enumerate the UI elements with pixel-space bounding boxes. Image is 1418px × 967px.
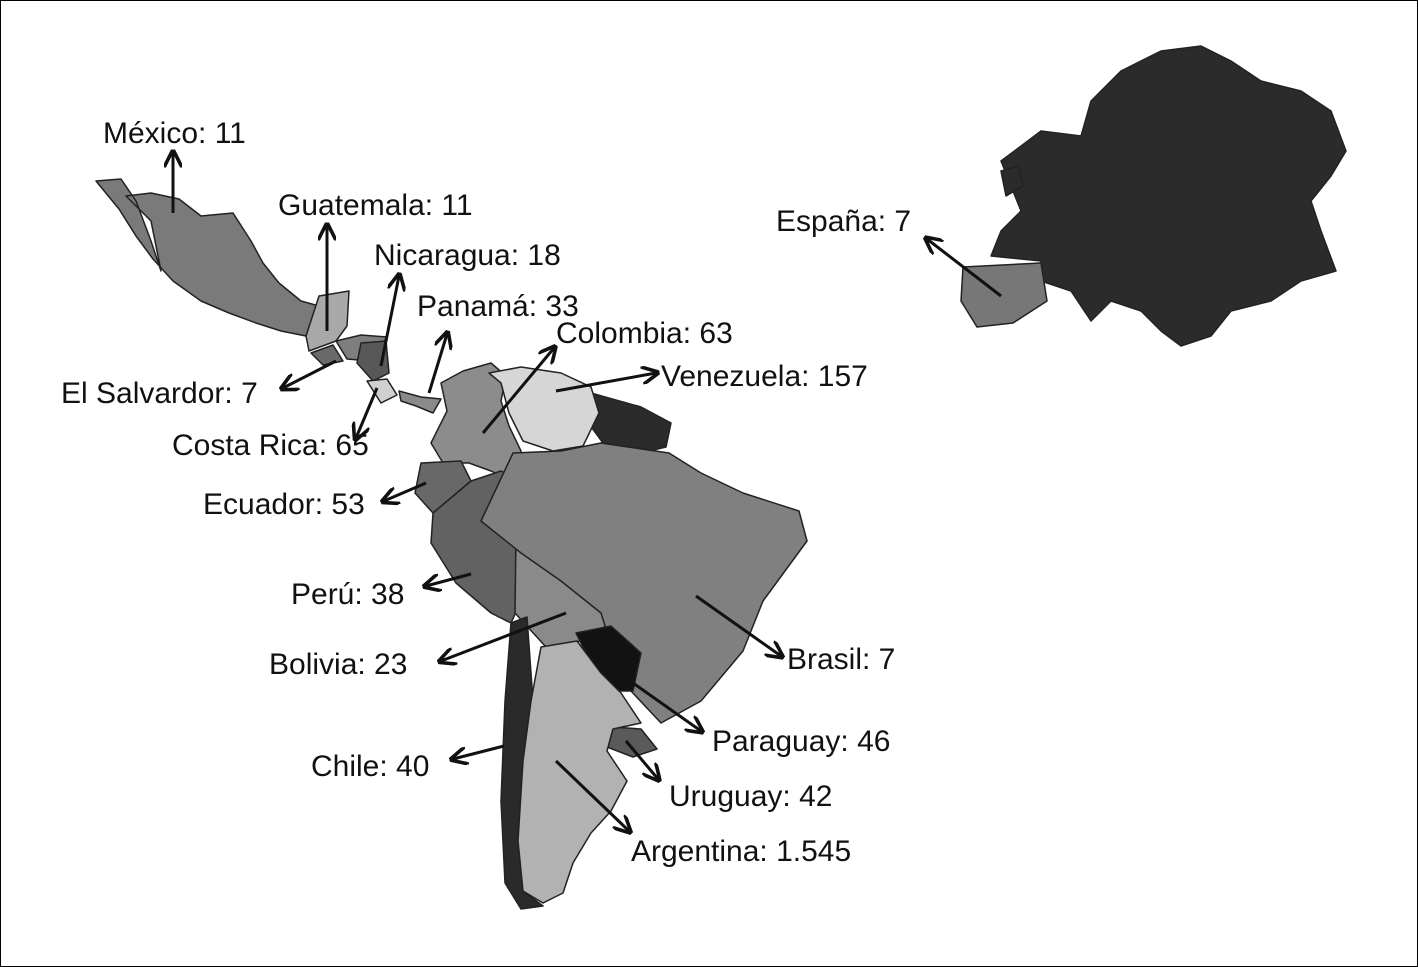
panama-region (398, 390, 442, 414)
nicaragua-label: Nicaragua: 18 (374, 239, 561, 272)
uruguay-region (606, 726, 658, 758)
chile-arrow (453, 744, 505, 759)
paraguay-arrow (615, 669, 701, 731)
brasil-region (480, 442, 808, 724)
uruguay-arrow (624, 740, 658, 779)
uruguay-label: Uruguay: 42 (669, 780, 832, 813)
peru-label: Perú: 38 (291, 578, 404, 611)
espana-region (960, 262, 1048, 328)
peru-arrow (426, 572, 472, 586)
el-salvador-arrow (283, 359, 337, 388)
argentina-region (517, 640, 642, 904)
costa-rica-region (366, 378, 398, 404)
bolivia-arrow (441, 611, 567, 661)
venezuela-label: Venezuela: 157 (661, 360, 868, 393)
panama-arrow (427, 334, 447, 394)
mexico-region (95, 178, 320, 337)
espana-arrow (927, 239, 1002, 298)
nicaragua-arrow (379, 276, 399, 367)
brasil-label: Brasil: 7 (787, 643, 895, 676)
mexico-label: México: 11 (103, 117, 246, 150)
colombia-label: Colombia: 63 (556, 317, 733, 350)
costa-rica-label: Costa Rica: 65 (172, 429, 369, 462)
argentina-arrow (554, 759, 629, 831)
nicaragua-region (356, 340, 390, 382)
guatemala-label: Guatemala: 11 (278, 189, 473, 222)
colombia-arrow (481, 348, 554, 434)
espana-label: España: 7 (776, 205, 911, 238)
ecuador-arrow (384, 481, 427, 501)
paraguay-label: Paraguay: 46 (712, 725, 890, 758)
el-salvador-label: El Salvardor: 7 (61, 377, 258, 410)
bolivia-label: Bolivia: 23 (269, 648, 407, 681)
panama-label: Panamá: 33 (417, 290, 579, 323)
ecuador-label: Ecuador: 53 (203, 488, 365, 521)
argentina-label: Argentina: 1.545 (631, 835, 851, 868)
venezuela-arrow (555, 373, 656, 393)
chile-label: Chile: 40 (311, 750, 429, 783)
chile-region (500, 616, 544, 910)
ireland-landmass (1000, 165, 1024, 197)
costa-rica-arrow (356, 387, 379, 438)
brasil-arrow (695, 594, 781, 656)
